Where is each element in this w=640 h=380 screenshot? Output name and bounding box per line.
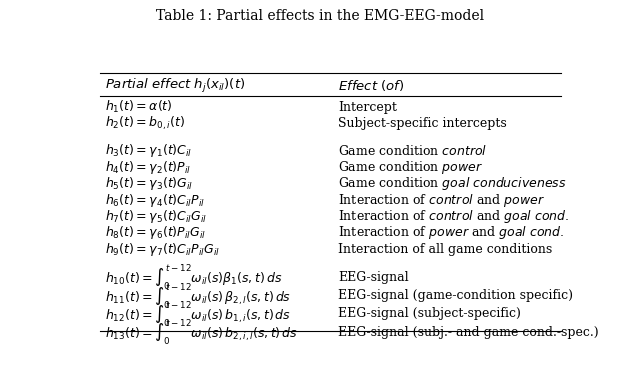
Text: EEG-signal (subject-specific): EEG-signal (subject-specific) [338,307,521,320]
Text: $h_{10}(t) = \int_0^{t-12}\omega_{il}(s)\beta_1(s,t)\,ds$: $h_{10}(t) = \int_0^{t-12}\omega_{il}(s)… [105,263,282,293]
Text: $h_{13}(t) = \int_0^{t-12}\omega_{il}(s)\,b_{2,i,l}(s,t)\,ds$: $h_{13}(t) = \int_0^{t-12}\omega_{il}(s)… [105,317,298,347]
Text: $h_2(t) = b_{0,i}(t)$: $h_2(t) = b_{0,i}(t)$ [105,115,185,132]
Text: $h_{12}(t) = \int_0^{t-12}\omega_{il}(s)\,b_{1,i}(s,t)\,ds$: $h_{12}(t) = \int_0^{t-12}\omega_{il}(s)… [105,299,291,329]
Text: Interaction of all game conditions: Interaction of all game conditions [338,243,552,256]
Text: $h_{11}(t) = \int_0^{t-12}\omega_{il}(s)\,\beta_{2,l}(s,t)\,ds$: $h_{11}(t) = \int_0^{t-12}\omega_{il}(s)… [105,281,291,310]
Text: Interaction of $\mathit{control}$ and $\mathit{goal\ cond.}$: Interaction of $\mathit{control}$ and $\… [338,208,570,225]
Text: EEG-signal (subj.- and game cond.-spec.): EEG-signal (subj.- and game cond.-spec.) [338,326,598,339]
Text: $h_4(t) = \gamma_2(t)P_{il}$: $h_4(t) = \gamma_2(t)P_{il}$ [105,159,191,176]
Text: $\mathit{Effect\ (of)}$: $\mathit{Effect\ (of)}$ [338,79,404,93]
Text: Subject-specific intercepts: Subject-specific intercepts [338,117,507,130]
Text: $h_3(t) = \gamma_1(t)C_{il}$: $h_3(t) = \gamma_1(t)C_{il}$ [105,142,192,160]
Text: $h_6(t) = \gamma_4(t)C_{il}P_{il}$: $h_6(t) = \gamma_4(t)C_{il}P_{il}$ [105,192,205,209]
Text: Game condition $\mathit{power}$: Game condition $\mathit{power}$ [338,159,483,176]
Text: Interaction of $\mathit{power}$ and $\mathit{goal\ cond.}$: Interaction of $\mathit{power}$ and $\ma… [338,224,564,241]
Text: EEG-signal (game-condition specific): EEG-signal (game-condition specific) [338,289,573,302]
Text: $h_9(t) = \gamma_7(t)C_{il}P_{il}G_{il}$: $h_9(t) = \gamma_7(t)C_{il}P_{il}G_{il}$ [105,241,220,258]
Text: $h_5(t) = \gamma_3(t)G_{il}$: $h_5(t) = \gamma_3(t)G_{il}$ [105,175,193,192]
Text: Table 1: Partial effects in the EMG-EEG-model: Table 1: Partial effects in the EMG-EEG-… [156,10,484,24]
Text: EEG-signal: EEG-signal [338,271,408,284]
Text: $h_8(t) = \gamma_6(t)P_{il}G_{il}$: $h_8(t) = \gamma_6(t)P_{il}G_{il}$ [105,224,206,241]
Text: $h_1(t) = \alpha(t)$: $h_1(t) = \alpha(t)$ [105,99,172,115]
Text: Interaction of $\mathit{control}$ and $\mathit{power}$: Interaction of $\mathit{control}$ and $\… [338,192,545,209]
Text: Game condition $\mathit{goal\ conduciveness}$: Game condition $\mathit{goal\ conduciven… [338,175,566,192]
Text: $h_7(t) = \gamma_5(t)C_{il}G_{il}$: $h_7(t) = \gamma_5(t)C_{il}G_{il}$ [105,208,207,225]
Text: $\mathit{Partial\ effect\ h_j(x_{il})(t)}$: $\mathit{Partial\ effect\ h_j(x_{il})(t)… [105,77,245,95]
Text: Game condition $\mathit{control}$: Game condition $\mathit{control}$ [338,144,487,158]
Text: Intercept: Intercept [338,101,397,114]
